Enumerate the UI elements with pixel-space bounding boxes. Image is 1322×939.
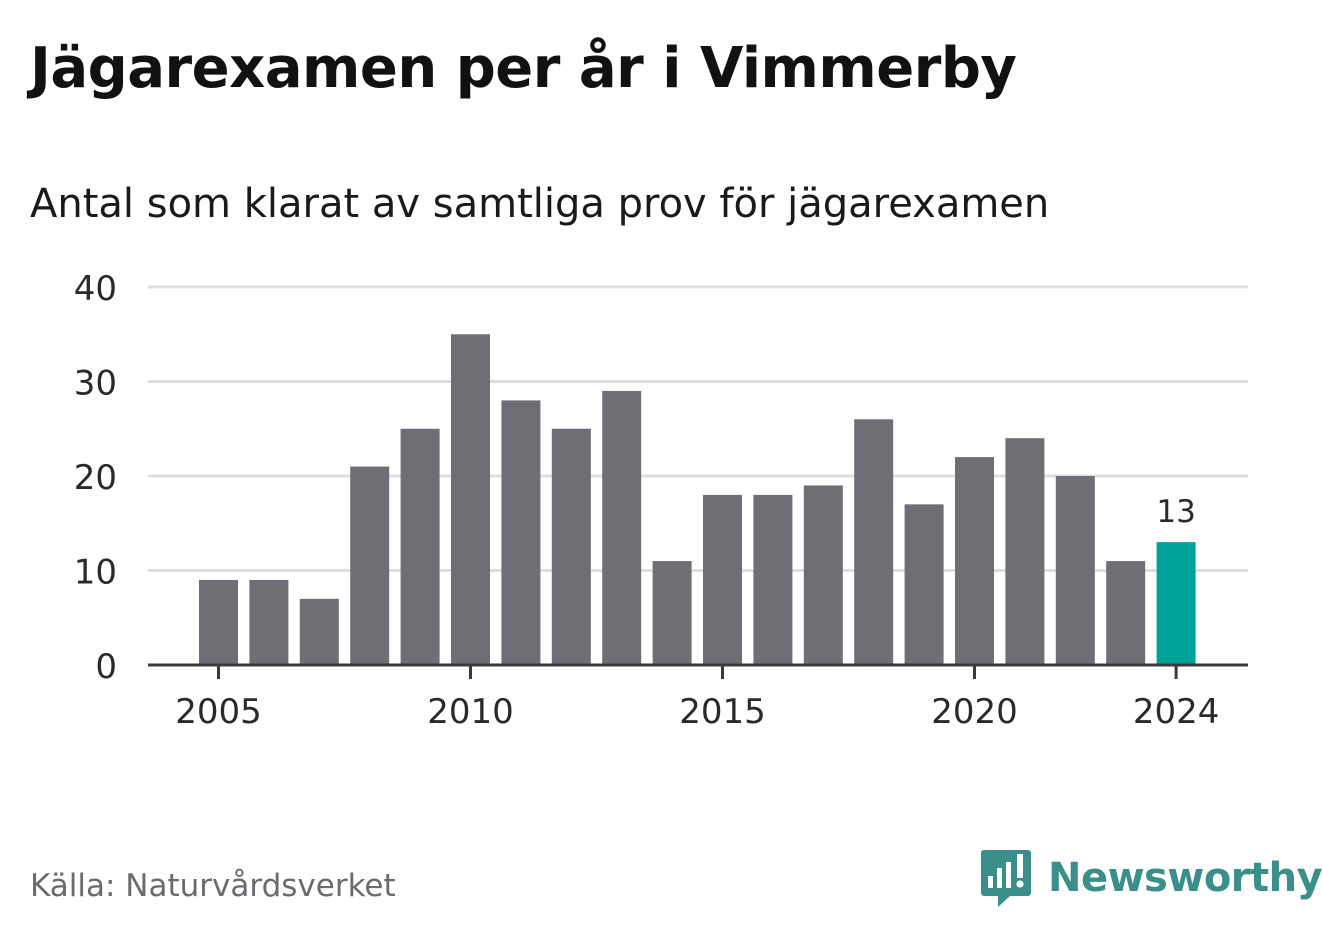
bar-2009 <box>400 428 440 665</box>
y-tick-label: 0 <box>95 647 117 687</box>
bar-2015 <box>703 494 742 665</box>
bar-2011 <box>501 400 541 665</box>
x-tick-label: 2020 <box>931 692 1018 732</box>
bar-2023 <box>1106 561 1146 665</box>
x-tick-label: 2005 <box>175 692 262 732</box>
chart-subtitle: Antal som klarat av samtliga prov för jä… <box>30 181 1050 227</box>
x-tick-label: 2024 <box>1133 692 1220 732</box>
source-note: Källa: Naturvårdsverket <box>30 868 396 904</box>
bar-2008 <box>350 466 390 665</box>
bar-2007 <box>299 598 339 665</box>
bar-2018 <box>854 419 894 665</box>
bar-2022 <box>1055 476 1095 665</box>
x-tick-label: 2015 <box>679 692 766 732</box>
bar-2016 <box>753 494 793 665</box>
bar-2012 <box>551 428 591 665</box>
bar-2014 <box>652 561 692 665</box>
y-tick-label: 30 <box>74 364 117 404</box>
bar-2024 <box>1156 542 1196 665</box>
bar-2005 <box>199 579 238 665</box>
data-label: 13 <box>1156 494 1195 530</box>
bar-chart-speech-bubble-icon <box>981 850 1031 907</box>
brand-name: Newsworthy <box>1048 855 1322 901</box>
y-tick-label: 40 <box>74 269 117 309</box>
brand-logo: Newsworthy <box>980 848 1322 908</box>
bar-2021 <box>1005 438 1045 665</box>
y-tick-label: 10 <box>74 553 117 593</box>
chart-title: Jägarexamen per år i Vimmerby <box>30 36 1017 101</box>
x-tick-label: 2010 <box>427 692 514 732</box>
bar-chart: 0 10 20 30 40 13 2005 2010 2015 2020 2024 <box>74 269 1248 732</box>
y-tick-label: 20 <box>74 458 117 498</box>
bar-2017 <box>803 485 843 665</box>
bar-2019 <box>904 504 944 665</box>
bar-2006 <box>249 579 289 665</box>
bar-2010 <box>451 334 490 665</box>
bar-2020 <box>955 457 994 665</box>
bar-2013 <box>602 390 642 665</box>
